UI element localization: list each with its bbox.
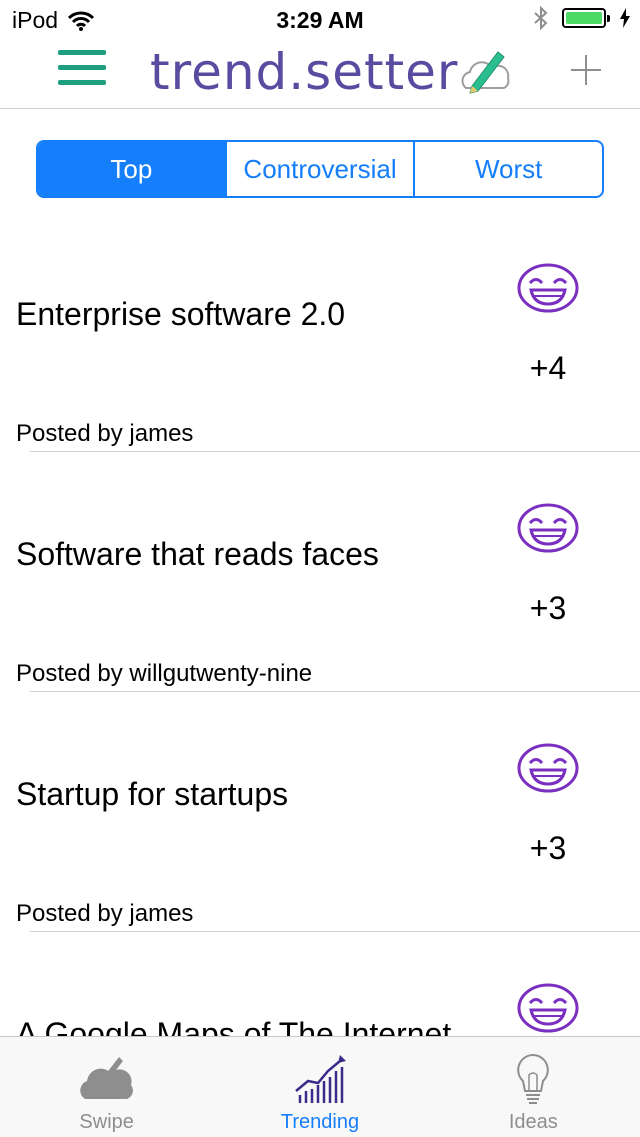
post-title: Enterprise software 2.0 [16, 296, 346, 332]
lightbulb-icon [517, 1053, 550, 1104]
row-divider [30, 451, 640, 452]
carrier-group: iPod [12, 7, 95, 34]
laughing-face-icon[interactable] [516, 262, 580, 314]
status-time: 3:29 AM [276, 7, 364, 33]
cloud-pencil-logo-icon [462, 51, 510, 94]
post-title: A Google Maps of The Internet [16, 1016, 452, 1036]
list-item[interactable]: Startup for startups +3 Posted by james [0, 704, 640, 944]
status-bar: iPod 3:29 AM [0, 0, 640, 40]
tab-label: Swipe [79, 1111, 134, 1133]
wifi-icon [68, 11, 95, 31]
tab-bar: Swipe Trending Ideas [0, 1036, 640, 1137]
trending-list[interactable]: Enterprise software 2.0 +4 Posted by jam… [0, 224, 640, 1036]
list-item[interactable]: Software that reads faces +3 Posted by w… [0, 464, 640, 704]
post-title: Software that reads faces [16, 536, 379, 572]
laughing-face-icon[interactable] [516, 742, 580, 794]
post-score: +3 [529, 590, 567, 626]
post-title: Startup for startups [16, 776, 289, 812]
plus-icon[interactable] [568, 52, 604, 88]
sort-segmented-control: Top Controversial Worst [36, 140, 604, 198]
segment-top[interactable]: Top [38, 142, 225, 196]
hamburger-menu-icon[interactable] [58, 50, 106, 90]
post-author: Posted by willgutwenty-nine [16, 660, 313, 687]
menu-line [58, 65, 106, 70]
list-item[interactable]: Enterprise software 2.0 +4 Posted by jam… [0, 224, 640, 464]
menu-line [58, 80, 106, 85]
tab-ideas[interactable]: Ideas [427, 1037, 640, 1137]
status-right [534, 6, 630, 30]
battery-tip [607, 15, 610, 22]
post-score: +4 [529, 350, 567, 386]
laughing-face-icon[interactable] [516, 502, 580, 554]
cloud-icon [79, 1057, 133, 1099]
row-divider [30, 691, 640, 692]
laughing-face-icon[interactable] [516, 982, 580, 1034]
segment-worst[interactable]: Worst [413, 142, 602, 196]
row-divider [30, 931, 640, 932]
bluetooth-icon [534, 6, 548, 30]
battery-level [566, 12, 602, 24]
post-author: Posted by james [16, 420, 194, 447]
tab-trending[interactable]: Trending [213, 1037, 426, 1137]
tab-label: Trending [280, 1111, 360, 1133]
navigation-bar: trend.setter [0, 40, 640, 109]
post-author: Posted by james [16, 900, 194, 927]
tab-label: Ideas [508, 1111, 558, 1133]
list-item[interactable]: A Google Maps of The Internet [0, 944, 640, 1036]
trending-chart-icon [295, 1055, 346, 1103]
charging-icon [620, 8, 630, 28]
battery-icon [562, 8, 610, 28]
logo-text: trend.setter [150, 43, 459, 101]
app-logo: trend.setter [150, 42, 514, 102]
carrier-label: iPod [12, 7, 59, 33]
segment-controversial[interactable]: Controversial [224, 142, 414, 196]
post-score: +3 [529, 830, 567, 866]
tab-swipe[interactable]: Swipe [0, 1037, 213, 1137]
menu-line [58, 50, 106, 55]
